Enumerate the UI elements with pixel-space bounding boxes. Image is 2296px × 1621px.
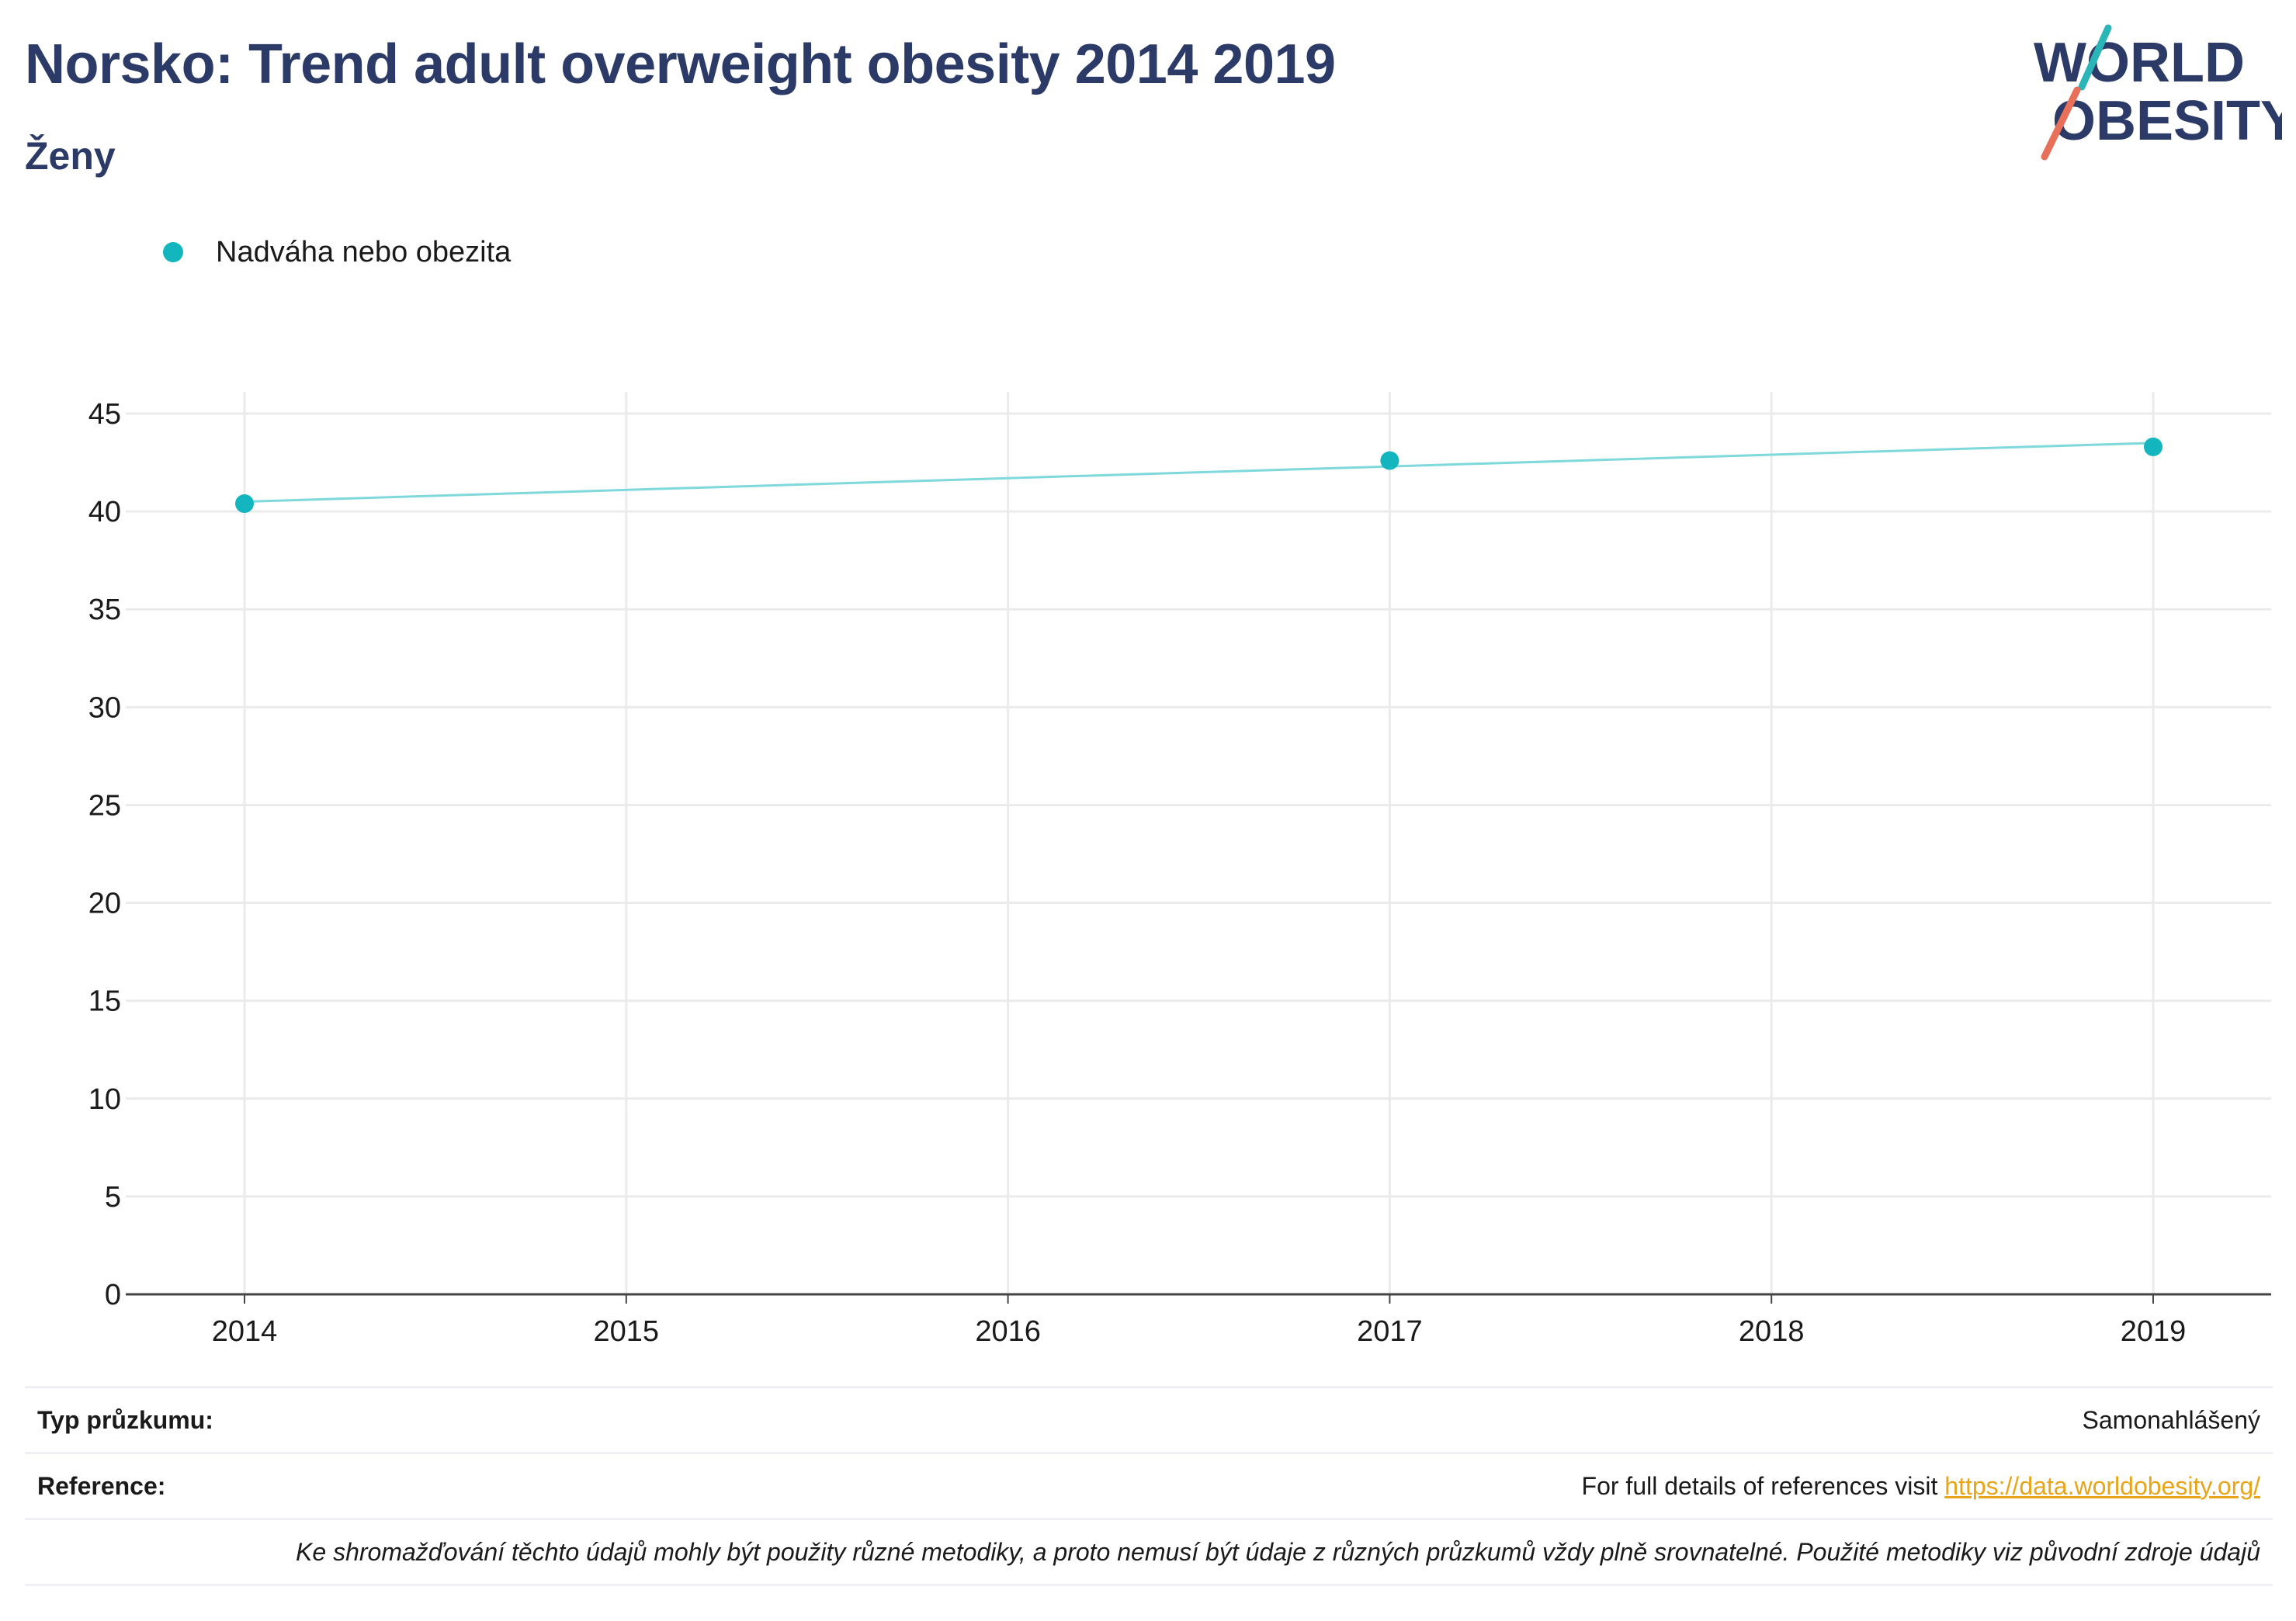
legend[interactable]: Nadváha nebo obezita (163, 233, 511, 272)
x-tick-label: 2015 (594, 1315, 660, 1348)
reference-link[interactable]: https://data.worldobesity.org/ (1944, 1471, 2260, 1500)
survey-type-label: Typ průzkumu: (37, 1405, 213, 1434)
x-tick-label: 2019 (2121, 1315, 2187, 1348)
legend-label: Nadváha nebo obezita (216, 235, 512, 268)
trendline (244, 442, 2154, 503)
data-point (235, 494, 254, 514)
logo-teal-slash (2078, 24, 2112, 91)
y-tick-label: 25 (88, 789, 121, 822)
trendline-segment (244, 442, 2154, 503)
logo-coral-slash (2041, 86, 2081, 161)
reference-label: Reference: (37, 1471, 166, 1500)
gridlines (126, 392, 2271, 1294)
world-obesity-logo: WORLD OBESITY (2034, 24, 2282, 161)
chart-subtitle: Ženy (25, 134, 116, 178)
data-point (1380, 451, 1399, 470)
footer: Typ průzkumu: Samonahlášený Reference: F… (25, 1386, 2273, 1586)
x-tick-label: 2018 (1739, 1315, 1805, 1348)
x-axis: 2014 2015 2016 2017 2018 2019 (126, 1293, 2271, 1348)
data-points (235, 437, 2162, 514)
x-tick-label: 2017 (1357, 1315, 1423, 1348)
chart-title: Norsko: Trend adult overweight obesity 2… (25, 33, 1336, 95)
y-tick-label: 10 (88, 1083, 121, 1116)
y-tick-label: 15 (88, 985, 121, 1018)
logo-line1: WORLD (2034, 32, 2245, 94)
y-axis: 0 5 10 15 20 25 30 35 40 45 (88, 398, 121, 1311)
y-tick-label: 35 (88, 594, 121, 626)
y-tick-label: 5 (105, 1181, 121, 1214)
data-point (2144, 437, 2162, 456)
legend-marker (163, 242, 183, 262)
y-tick-label: 40 (88, 496, 121, 528)
reference-text: For full details of references visit (1581, 1471, 1945, 1500)
x-tick-label: 2016 (975, 1315, 1041, 1348)
survey-type-value: Samonahlášený (2082, 1405, 2260, 1434)
x-tick-label: 2014 (212, 1315, 278, 1348)
y-tick-label: 0 (105, 1279, 121, 1311)
y-tick-label: 30 (88, 691, 121, 724)
methodology-note: Ke shromažďování těchto údajů mohly být … (25, 1518, 2273, 1586)
reference-row: Reference: For full details of reference… (25, 1452, 2273, 1518)
y-tick-label: 20 (88, 888, 121, 920)
survey-type-row: Typ průzkumu: Samonahlášený (25, 1386, 2273, 1452)
y-tick-label: 45 (88, 398, 121, 431)
logo-line2: OBESITY (2052, 90, 2282, 152)
